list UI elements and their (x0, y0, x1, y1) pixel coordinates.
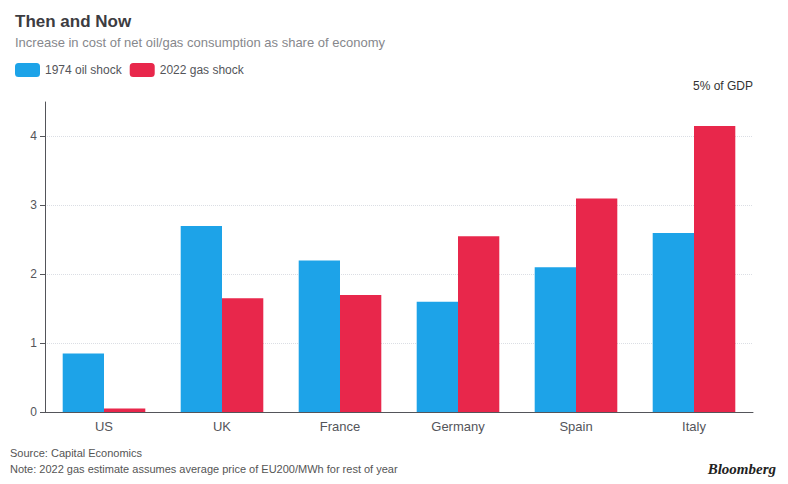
svg-text:1: 1 (30, 336, 37, 350)
svg-text:2022 gas shock: 2022 gas shock (160, 63, 245, 77)
svg-text:4: 4 (30, 129, 37, 143)
svg-text:Then and Now: Then and Now (15, 12, 132, 31)
svg-text:1974 oil shock: 1974 oil shock (45, 63, 123, 77)
svg-text:Bloomberg: Bloomberg (707, 461, 777, 477)
svg-text:Note: 2022 gas estimate assume: Note: 2022 gas estimate assumes average … (10, 463, 398, 475)
svg-text:Source: Capital Economics: Source: Capital Economics (10, 447, 143, 459)
svg-text:France: France (320, 419, 360, 434)
svg-text:Spain: Spain (559, 419, 592, 434)
svg-text:0: 0 (30, 405, 37, 419)
svg-text:2: 2 (30, 267, 37, 281)
svg-text:Italy: Italy (682, 419, 706, 434)
svg-text:5% of GDP: 5% of GDP (693, 79, 753, 93)
svg-text:3: 3 (30, 198, 37, 212)
svg-text:Germany: Germany (431, 419, 485, 434)
svg-text:Increase in cost of net oil/ga: Increase in cost of net oil/gas consumpt… (15, 35, 385, 50)
svg-text:US: US (95, 419, 113, 434)
svg-text:UK: UK (213, 419, 231, 434)
